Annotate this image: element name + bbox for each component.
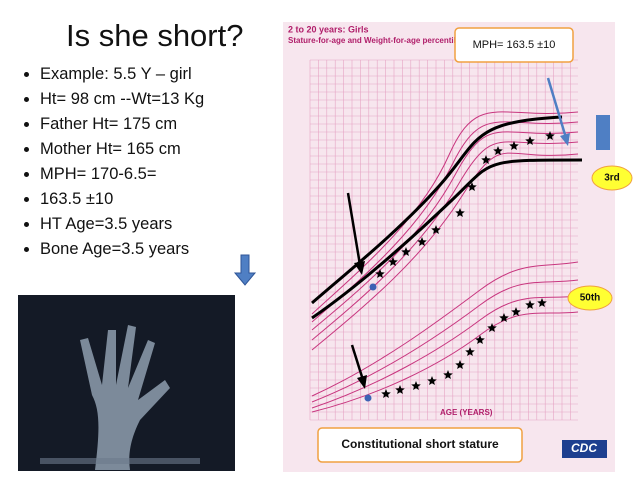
diagnosis-label: Constitutional short stature (341, 437, 499, 451)
star-marker (545, 131, 555, 140)
logo-box (562, 440, 607, 458)
third-oval (591, 165, 633, 191)
star-marker (487, 323, 497, 332)
star-marker (475, 335, 485, 344)
third-label: 3rd (604, 173, 620, 184)
mph-callout: MPH= 163.5 ±10 (473, 39, 556, 51)
star-marker (499, 313, 509, 322)
callout-box (454, 27, 574, 63)
arrow (346, 192, 362, 266)
xray-image (18, 295, 235, 471)
data-point (369, 283, 377, 291)
star-marker (525, 300, 535, 309)
bullet: Ht= 98 cm --Wt=13 Kg (40, 87, 272, 112)
growth-chart: 2 to 20 years: Girls Stature-for-age and… (283, 22, 615, 472)
star-marker (493, 146, 503, 155)
star-marker (537, 298, 547, 307)
chart-subheader: Stature-for-age and Weight-for-age perce… (288, 36, 465, 45)
arrow-head (357, 375, 367, 389)
x-axis-label: AGE (YEARS) (440, 408, 493, 417)
star-marker (455, 360, 465, 369)
arrow-head (354, 261, 365, 275)
blue-pointer (546, 77, 568, 139)
bullet: Example: 5.5 Y – girl (40, 62, 272, 87)
diagnosis-box (317, 427, 523, 463)
star-marker (375, 269, 385, 278)
arrow (350, 344, 365, 381)
data-point (364, 394, 372, 402)
star-marker (481, 155, 491, 164)
star-marker (525, 136, 535, 145)
logo: CDC (571, 441, 597, 455)
blue-arrow (233, 254, 257, 286)
blue-pointer-head (560, 133, 570, 146)
bullet: Mother Ht= 165 cm (40, 137, 272, 162)
bullet: Father Ht= 175 cm (40, 112, 272, 137)
star-marker (443, 370, 453, 379)
star-marker (381, 389, 391, 398)
fiftieth-oval (567, 285, 613, 311)
chart-header: 2 to 20 years: Girls (288, 24, 369, 34)
star-marker (411, 381, 421, 390)
star-marker (427, 376, 437, 385)
star-marker (395, 385, 405, 394)
star-marker (511, 307, 521, 316)
star-marker (465, 347, 475, 356)
star-marker (467, 182, 477, 191)
star-marker (455, 208, 465, 217)
star-marker (417, 237, 427, 246)
fiftieth-label: 50th (580, 293, 601, 304)
bullet: Bone Age=3.5 years (40, 237, 272, 262)
star-marker (431, 225, 441, 234)
star-marker (388, 257, 398, 266)
bullet: 163.5 ±10 (40, 187, 272, 212)
bullet: HT Age=3.5 years (40, 212, 272, 237)
slide-title: Is she short? (66, 18, 244, 53)
star-marker (509, 141, 519, 150)
range-bar (596, 115, 610, 150)
target-curves (311, 115, 583, 320)
bullet-list: Example: 5.5 Y – girlHt= 98 cm --Wt=13 K… (22, 62, 272, 262)
star-marker (401, 247, 411, 256)
bullet: MPH= 170-6.5= (40, 162, 272, 187)
